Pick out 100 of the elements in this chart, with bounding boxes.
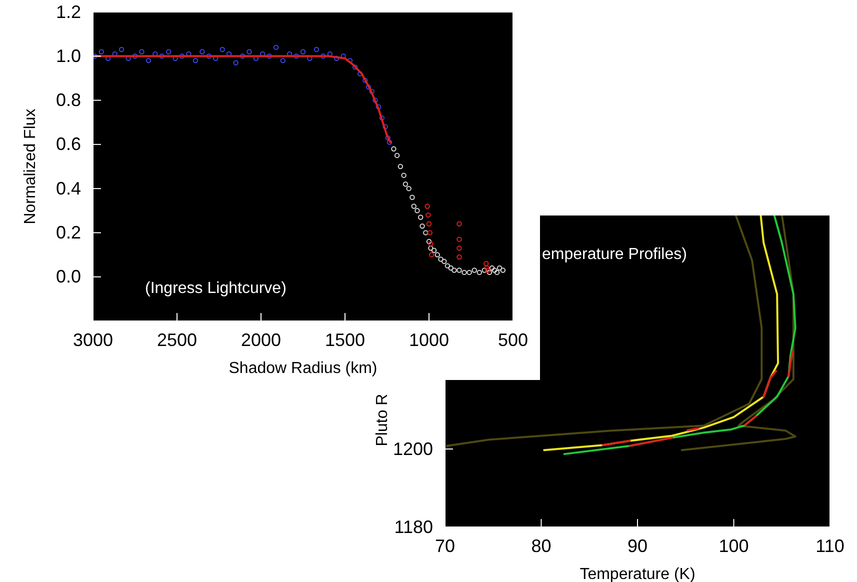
point — [146, 58, 152, 64]
point — [427, 230, 432, 236]
y-tick-label: 0.6 — [56, 134, 81, 154]
point — [420, 223, 425, 229]
annotation: emperature Profiles) — [542, 246, 687, 263]
point — [320, 54, 326, 59]
point — [376, 104, 382, 110]
point — [358, 71, 363, 76]
x-tick-label: 1500 — [324, 330, 366, 350]
point — [132, 54, 138, 59]
point — [300, 49, 306, 54]
point — [382, 124, 388, 130]
annotation: (Ingress Lightcurve) — [145, 280, 286, 297]
point — [93, 54, 98, 59]
y-tick-label: 1.0 — [56, 46, 81, 66]
x-tick-label: 2500 — [156, 330, 198, 350]
point — [220, 46, 225, 52]
point — [428, 252, 434, 258]
point — [406, 186, 412, 192]
point — [456, 221, 462, 226]
point — [484, 265, 490, 271]
y-axis-title: Normalized Flux — [22, 108, 39, 224]
point — [456, 254, 462, 260]
line-series — [543, 215, 780, 452]
point — [347, 58, 353, 64]
point — [240, 54, 246, 59]
point — [444, 263, 450, 268]
y-tick-label: 0.2 — [56, 222, 81, 242]
y-tick-label: 0.0 — [56, 266, 81, 287]
x-axis-title: Shadow Radius (km) — [228, 360, 378, 377]
point — [386, 140, 392, 145]
point — [428, 241, 434, 246]
point — [369, 88, 374, 94]
x-tick-label: 500 — [498, 330, 528, 350]
point — [484, 261, 489, 266]
point — [372, 98, 378, 103]
point — [394, 152, 400, 158]
point — [426, 238, 432, 244]
point — [500, 268, 506, 273]
point — [462, 270, 467, 276]
point — [402, 182, 408, 187]
point — [424, 204, 430, 209]
x-tick-label: 110 — [816, 536, 844, 556]
point — [448, 265, 454, 271]
point — [414, 208, 420, 214]
point — [314, 46, 320, 52]
x-tick-label: 1000 — [408, 330, 450, 350]
point — [472, 268, 477, 273]
point — [438, 256, 444, 262]
y-tick-label: 1180 — [394, 516, 433, 537]
point — [362, 78, 368, 84]
point — [452, 268, 457, 273]
point — [426, 221, 432, 226]
point — [206, 54, 212, 59]
point — [476, 270, 482, 276]
line-series — [93, 55, 392, 144]
x-tick-label: 3000 — [72, 330, 114, 350]
point — [200, 49, 205, 54]
point — [385, 135, 390, 140]
point — [418, 214, 424, 220]
point — [274, 44, 279, 50]
point — [485, 268, 490, 273]
point — [423, 230, 428, 236]
point — [118, 46, 124, 52]
point — [410, 194, 415, 200]
y-axis-title: Pluto R — [374, 394, 391, 446]
point — [294, 54, 299, 59]
y-tick-label: 1.2 — [56, 2, 81, 22]
x-tick-label: 100 — [718, 536, 749, 556]
point — [434, 252, 440, 258]
point — [379, 115, 385, 121]
x-tick-label: 80 — [531, 536, 552, 556]
point — [246, 49, 252, 54]
point — [466, 270, 472, 276]
point — [428, 246, 434, 251]
point — [426, 212, 431, 218]
y-tick-label: 1200 — [392, 438, 433, 459]
point — [482, 268, 488, 273]
point — [166, 49, 172, 54]
point — [159, 54, 164, 59]
point — [411, 204, 416, 209]
point — [442, 258, 447, 264]
point — [192, 58, 198, 64]
point — [280, 58, 286, 64]
point — [233, 60, 238, 66]
x-tick-label: 2000 — [240, 330, 282, 350]
point — [496, 265, 502, 271]
point — [492, 268, 498, 273]
point — [398, 164, 404, 170]
point — [431, 248, 437, 253]
y-tick-label: 0.8 — [56, 90, 81, 110]
x-axis-title: Temperature (K) — [580, 566, 696, 582]
point — [352, 64, 358, 70]
point — [139, 49, 144, 54]
point — [334, 56, 340, 61]
point — [179, 54, 185, 59]
point — [401, 172, 406, 178]
point — [391, 146, 396, 152]
y-tick-label: 0.4 — [56, 178, 81, 198]
point — [456, 236, 462, 242]
